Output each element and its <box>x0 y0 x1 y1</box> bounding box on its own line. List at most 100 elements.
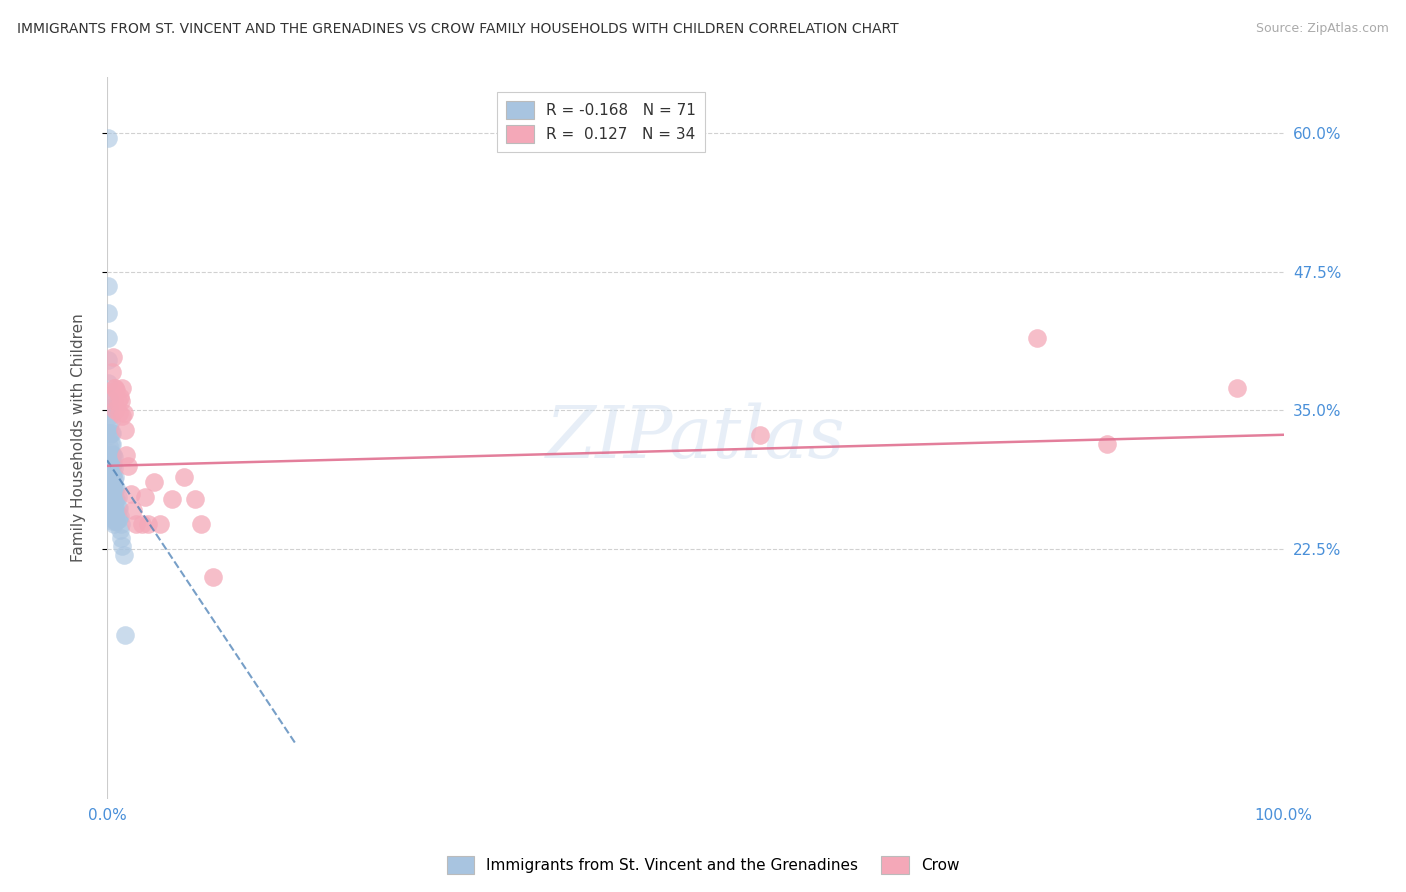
Point <box>104 381 127 395</box>
Point <box>97 131 120 145</box>
Point <box>97 353 120 368</box>
Point <box>101 470 124 484</box>
Point <box>104 403 127 417</box>
Point <box>104 481 127 495</box>
Text: IMMIGRANTS FROM ST. VINCENT AND THE GRENADINES VS CROW FAMILY HOUSEHOLDS WITH CH: IMMIGRANTS FROM ST. VINCENT AND THE GREN… <box>17 22 898 37</box>
Point <box>201 570 224 584</box>
Point <box>100 486 122 500</box>
Point <box>103 461 125 475</box>
Point <box>103 472 125 486</box>
Point <box>101 436 124 450</box>
Point <box>103 505 125 519</box>
Point <box>108 390 131 404</box>
Point <box>101 503 124 517</box>
Point <box>101 492 124 507</box>
Point <box>101 448 124 462</box>
Point <box>108 523 131 537</box>
Point <box>101 448 124 462</box>
Point <box>108 512 131 526</box>
Point <box>114 423 136 437</box>
Point <box>100 414 122 428</box>
Text: Source: ZipAtlas.com: Source: ZipAtlas.com <box>1256 22 1389 36</box>
Point <box>111 409 134 423</box>
Point <box>103 516 125 531</box>
Point <box>134 490 156 504</box>
Point <box>108 501 131 516</box>
Point <box>120 486 142 500</box>
Point <box>143 475 166 490</box>
Point <box>100 454 122 468</box>
Point <box>103 494 125 508</box>
Legend: Immigrants from St. Vincent and the Grenadines, Crow: Immigrants from St. Vincent and the Gren… <box>440 850 966 880</box>
Point <box>112 548 135 562</box>
Point <box>125 516 148 531</box>
Point <box>98 427 121 442</box>
Point <box>131 516 153 531</box>
Point <box>115 448 138 462</box>
Point <box>107 490 129 504</box>
Point <box>1095 436 1118 450</box>
Point <box>98 457 121 471</box>
Point <box>101 514 124 528</box>
Point <box>1025 331 1047 345</box>
Point <box>97 331 120 345</box>
Point <box>105 514 128 528</box>
Y-axis label: Family Households with Children: Family Households with Children <box>72 314 86 563</box>
Point <box>101 481 124 495</box>
Point <box>107 394 129 409</box>
Point <box>97 398 120 412</box>
Point <box>97 376 120 390</box>
Point <box>190 516 212 531</box>
Point <box>173 470 195 484</box>
Point <box>98 401 121 416</box>
Point <box>100 436 122 450</box>
Point <box>160 492 183 507</box>
Point <box>101 512 124 526</box>
Point <box>101 364 124 378</box>
Point <box>101 457 124 471</box>
Point <box>100 445 122 459</box>
Point <box>105 492 128 507</box>
Point <box>104 503 127 517</box>
Point <box>104 470 127 484</box>
Point <box>107 512 129 526</box>
Point <box>114 627 136 641</box>
Legend: R = -0.168   N = 71, R =  0.127   N = 34: R = -0.168 N = 71, R = 0.127 N = 34 <box>498 92 706 152</box>
Point <box>100 498 122 512</box>
Point <box>100 425 122 440</box>
Point <box>107 501 129 516</box>
Point <box>184 492 207 507</box>
Point <box>104 492 127 507</box>
Point <box>749 427 772 442</box>
Point <box>103 381 125 395</box>
Point <box>103 450 125 464</box>
Point <box>101 458 124 473</box>
Point <box>136 516 159 531</box>
Point <box>110 394 132 409</box>
Point <box>105 384 128 398</box>
Point <box>100 464 122 478</box>
Point <box>110 531 132 545</box>
Point <box>149 516 172 531</box>
Point <box>108 406 131 420</box>
Point <box>101 490 124 504</box>
Point <box>122 503 145 517</box>
Point <box>100 475 122 490</box>
Point <box>101 501 124 516</box>
Point <box>105 481 128 495</box>
Point <box>101 479 124 493</box>
Point <box>98 439 121 453</box>
Point <box>108 508 131 523</box>
Point <box>111 381 134 395</box>
Point <box>103 394 125 409</box>
Point <box>97 279 120 293</box>
Point <box>103 483 125 498</box>
Point <box>101 467 124 482</box>
Point <box>104 514 127 528</box>
Point <box>98 420 121 434</box>
Point <box>111 539 134 553</box>
Point <box>98 448 121 462</box>
Point <box>105 503 128 517</box>
Point <box>101 425 124 440</box>
Point <box>1225 381 1247 395</box>
